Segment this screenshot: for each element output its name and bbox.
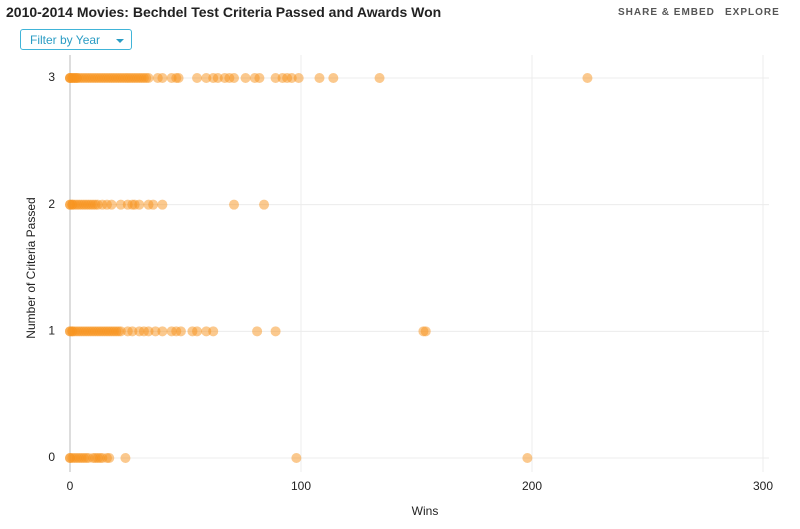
chart-title: 2010-2014 Movies: Bechdel Test Criteria … [6, 4, 442, 20]
data-point [252, 326, 263, 337]
data-point [120, 453, 131, 463]
data-point [270, 326, 281, 337]
data-point [270, 73, 281, 83]
x-axis-label: Wins [412, 504, 439, 518]
data-point [150, 326, 161, 337]
y-tick-label: 0 [48, 450, 55, 464]
y-tick-label: 1 [48, 324, 55, 338]
data-point [115, 199, 126, 210]
data-point [374, 73, 385, 83]
x-tick-label: 100 [291, 479, 311, 493]
data-point [157, 199, 168, 210]
data-point [115, 326, 126, 337]
data-point [127, 326, 138, 337]
y-tick-label: 3 [48, 70, 55, 84]
data-point [420, 326, 431, 337]
data-point [134, 199, 145, 210]
explore-button[interactable]: EXPLORE [725, 7, 780, 18]
y-axis-label: Number of Criteria Passed [24, 197, 38, 338]
data-point [192, 73, 203, 83]
data-point [208, 326, 219, 337]
data-point [175, 326, 186, 337]
data-point [106, 199, 117, 210]
data-point [104, 453, 115, 463]
data-point [157, 73, 168, 83]
x-tick-label: 0 [67, 479, 74, 493]
data-point [259, 199, 270, 210]
data-point [254, 73, 265, 83]
y-tick-label: 2 [48, 197, 55, 211]
x-tick-label: 300 [753, 479, 773, 493]
data-point [293, 73, 304, 83]
data-point [582, 73, 593, 83]
data-point [148, 199, 159, 210]
filter-dropdown[interactable]: Filter by Year [20, 29, 132, 50]
data-point [173, 73, 184, 83]
share-button[interactable]: SHARE & EMBED [618, 7, 715, 18]
data-point [286, 73, 297, 83]
data-point [229, 73, 240, 83]
x-tick-label: 200 [522, 479, 542, 493]
data-point [522, 453, 533, 463]
data-point [314, 73, 325, 83]
data-point [212, 73, 223, 83]
data-point [328, 73, 339, 83]
dropdown-arrow[interactable] [116, 39, 124, 43]
data-point [201, 73, 212, 83]
data-point [143, 326, 154, 337]
filter-label[interactable]: Filter by Year [30, 33, 101, 47]
data-point [291, 453, 302, 463]
data-point [229, 199, 240, 210]
data-point [240, 73, 251, 83]
data-point [143, 73, 154, 83]
data-point [192, 326, 203, 337]
data-point [201, 326, 212, 337]
data-point [157, 326, 168, 337]
